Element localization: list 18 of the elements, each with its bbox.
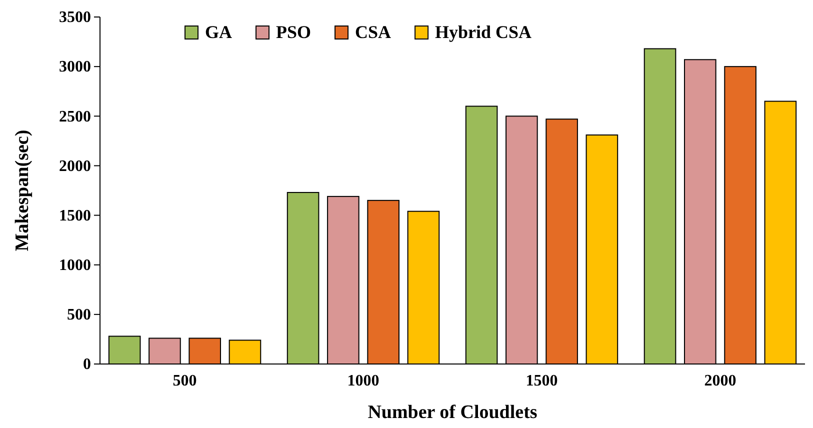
y-tick-label: 0	[83, 356, 91, 374]
y-tick-label: 2500	[59, 108, 91, 126]
y-axis-title: Makespan(sec)	[12, 130, 33, 252]
y-tick-label: 1500	[59, 207, 91, 224]
legend-label: Hybrid CSA	[435, 22, 532, 42]
y-tick-label: 1000	[59, 256, 91, 274]
x-tick-label: 1500	[526, 372, 558, 390]
x-tick-label: 500	[172, 372, 197, 390]
legend-label: CSA	[355, 22, 392, 42]
y-tick-label: 500	[67, 306, 91, 324]
y-tick-label: 3000	[59, 58, 91, 76]
y-tick-label: 2000	[59, 158, 91, 175]
x-tick-label: 1000	[347, 372, 380, 390]
legend-label: PSO	[276, 22, 312, 42]
legend-label: GA	[205, 22, 232, 42]
x-tick-label: 2000	[704, 372, 736, 390]
y-tick-label: 3500	[59, 9, 91, 26]
x-axis-title: Number of Cloudlets	[368, 402, 538, 423]
